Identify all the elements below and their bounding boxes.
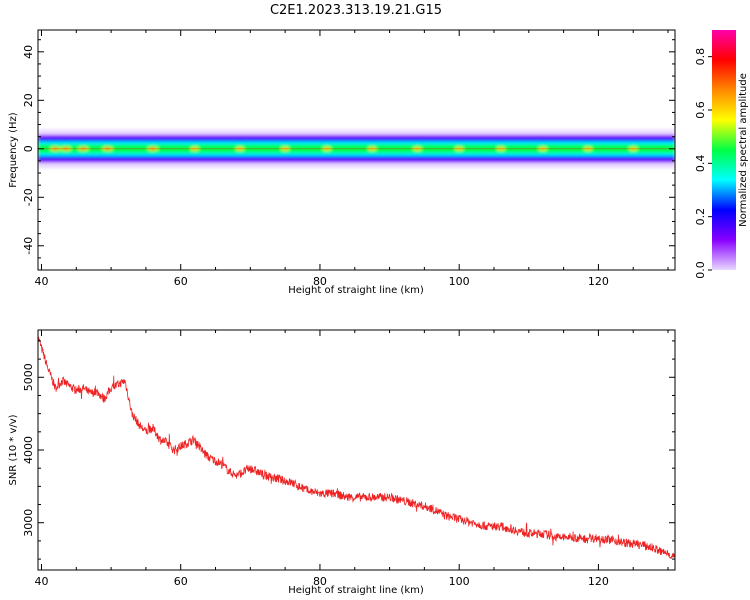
snr-x-tick-label: 40	[34, 575, 48, 588]
colorbar-tick-label: 0.8	[694, 48, 707, 66]
spectrogram-y-label: Frequency (Hz)	[8, 112, 19, 188]
snr-y-tick-label: 3000	[22, 509, 35, 537]
spectrogram-y-ticks: 40 20 0 -20 -40	[22, 39, 675, 271]
snr-x-label: Height of straight line (km)	[288, 585, 424, 596]
spectrogram-x-tick-label: 40	[34, 275, 48, 288]
snr-x-tick-label: 80	[313, 575, 327, 588]
spectrogram-x-ticks: 40 60 80 100 120	[34, 30, 669, 288]
colorbar-tick-label: 0.4	[694, 155, 707, 173]
colorbar-tick-label: 0.0	[694, 261, 707, 279]
spectrogram-x-tick-label: 80	[313, 275, 327, 288]
snr-x-tick-label: 120	[588, 575, 609, 588]
colorbar-ticks: 0.0 0.2 0.4 0.6 0.8	[694, 48, 712, 279]
spectrogram-y-tick-label: 40	[22, 45, 35, 59]
snr-y-label: SNR (10 * v/v)	[8, 414, 19, 485]
spectrogram-x-tick-label: 100	[449, 275, 470, 288]
colorbar: 0.0 0.2 0.4 0.6 0.8 Normalized spectral ampl…	[694, 30, 749, 279]
figure-title: C2E1.2023.313.19.21.G15	[270, 3, 442, 18]
spectrogram-x-tick-label: 60	[174, 275, 188, 288]
snr-panel: 40 60 80 100 120 5000 4000 3000 Height of stra…	[8, 329, 676, 596]
snr-y-tick-label: 4000	[22, 436, 35, 464]
spectrogram-frame	[37, 29, 676, 271]
spectrogram-y-tick-label: -20	[22, 188, 35, 206]
spectrogram-y-tick-label: 20	[22, 93, 35, 107]
snr-x-tick-label: 100	[449, 575, 470, 588]
snr-x-tick-label: 60	[174, 575, 188, 588]
spectrogram-panel: 40 60 80 100 120 40 20 0 -20 -40 Height of strai…	[8, 29, 676, 296]
colorbar-gradient	[712, 30, 736, 270]
spectrogram-y-tick-label: -40	[22, 237, 35, 255]
spectrogram-y-tick-label: 0	[22, 145, 35, 152]
colorbar-tick-label: 0.2	[694, 208, 707, 226]
spectrogram-x-tick-label: 120	[588, 275, 609, 288]
snr-y-tick-label: 5000	[22, 363, 35, 391]
snr-y-ticks: 5000 4000 3000	[22, 340, 675, 560]
spectrogram-x-label: Height of straight line (km)	[288, 285, 424, 296]
spectrogram-heatmap	[38, 129, 675, 169]
colorbar-label: Normalized spectral amplitude	[738, 73, 749, 227]
snr-x-ticks: 40 60 80 100 120	[34, 330, 669, 588]
snr-series-line	[38, 336, 675, 559]
colorbar-tick-label: 0.6	[694, 101, 707, 119]
